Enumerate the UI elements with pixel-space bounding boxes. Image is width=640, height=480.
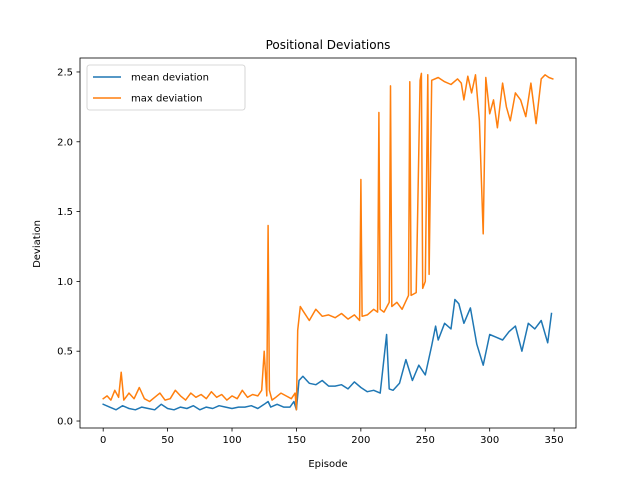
- x-axis-label: Episode: [308, 459, 347, 470]
- y-tick-label: 2.0: [57, 137, 73, 148]
- series-line-max-deviation: [102, 72, 554, 411]
- y-tick-label: 0.5: [57, 347, 73, 358]
- x-tick-label: 50: [161, 435, 174, 446]
- x-tick-label: 250: [416, 435, 435, 446]
- x-tick-label: 0: [100, 435, 106, 446]
- y-tick-label: 1.0: [57, 277, 73, 288]
- legend-label-mean-deviation: mean deviation: [131, 73, 209, 84]
- plot-area: 0 50 100 150 200 250 300 350 0.0 0.5 1.0 1.5 2.0 2.5 m…: [57, 57, 577, 446]
- x-tick-label: 300: [480, 435, 499, 446]
- x-tick-label: 200: [351, 435, 370, 446]
- x-tick-label: 150: [287, 435, 306, 446]
- series-line-mean-deviation: [102, 298, 553, 411]
- chart-title: Positional Deviations: [266, 38, 391, 52]
- legend-box: [86, 64, 246, 111]
- x-tick-label: 350: [545, 435, 564, 446]
- axes-frame: [79, 57, 577, 429]
- y-tick-label: 1.5: [57, 207, 73, 218]
- y-tick-label: 0.0: [57, 417, 73, 428]
- x-tick-label: 100: [222, 435, 241, 446]
- y-tick-label: 2.5: [57, 67, 73, 78]
- legend-label-max-deviation: max deviation: [131, 94, 202, 105]
- y-axis-label: Deviation: [32, 220, 43, 268]
